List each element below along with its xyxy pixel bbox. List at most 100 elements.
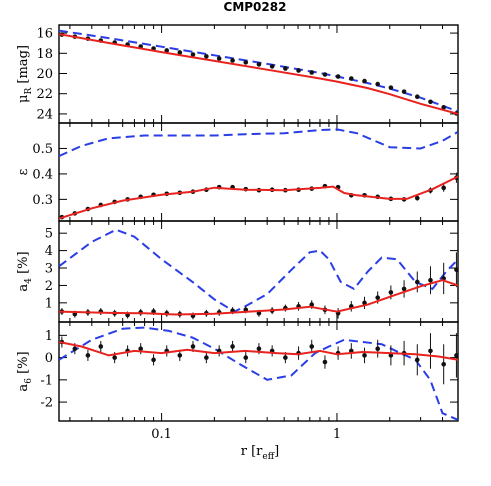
- y-tick-label: -2: [40, 396, 53, 411]
- y-axis-label-sub: 6: [24, 378, 34, 384]
- y-tick-label: 1: [45, 329, 53, 344]
- y-axis-label-sub: R: [24, 88, 34, 95]
- y-tick-label: 22: [36, 87, 53, 102]
- model-line: [59, 279, 458, 316]
- y-tick-label: 1: [45, 296, 53, 311]
- y-axis-label: a6 [%]: [16, 351, 34, 391]
- data-point: [335, 74, 341, 79]
- y-axis-label-rest: [%]: [16, 251, 31, 278]
- data-point: [375, 81, 380, 87]
- panel-plot-area: [59, 326, 458, 421]
- data-point: [441, 105, 446, 110]
- data-point: [85, 353, 91, 358]
- model-line: [59, 175, 458, 220]
- y-axis-label-sub: 4: [24, 278, 34, 284]
- data-point: [441, 185, 446, 191]
- data-point: [401, 286, 407, 292]
- x-axis-label-close: ]: [274, 444, 279, 459]
- data-point: [454, 267, 458, 273]
- y-axis-label: a4 [%]: [16, 251, 34, 291]
- data-point: [388, 85, 394, 90]
- data-point: [454, 353, 458, 358]
- y-axis-label-main: a: [16, 284, 31, 292]
- comparison-line: [59, 128, 458, 158]
- y-axis-label-rest: [%]: [16, 351, 31, 378]
- y-tick-label: 0.3: [32, 193, 53, 208]
- x-axis-label-sub: eff: [262, 452, 274, 462]
- y-tick-label: 4: [45, 244, 53, 259]
- data-point: [216, 56, 222, 61]
- y-tick-label: -1: [40, 373, 53, 388]
- data-point: [190, 344, 196, 349]
- data-point: [190, 52, 196, 57]
- data-point: [441, 361, 446, 367]
- y-axis-label-rest: [mag]: [16, 45, 31, 88]
- x-tick-label: 1: [333, 427, 341, 442]
- data-point: [322, 359, 328, 365]
- data-point: [388, 353, 394, 358]
- data-point: [401, 89, 407, 94]
- comparison-line: [59, 228, 458, 313]
- data-point: [296, 68, 301, 73]
- x-tick-label: 0.1: [151, 427, 172, 442]
- data-point: [269, 64, 275, 69]
- panel-plot-area: [59, 228, 458, 320]
- y-tick-label: 0.5: [32, 142, 53, 157]
- data-point: [309, 70, 315, 75]
- panel-eps: 0.3 0.4 0.5 ε: [16, 122, 459, 222]
- data-point: [362, 300, 367, 306]
- data-point: [283, 66, 288, 71]
- y-tick-label: 2: [45, 279, 53, 294]
- y-tick-label: 18: [36, 47, 53, 62]
- data-point: [362, 78, 367, 84]
- data-point: [309, 302, 315, 307]
- model-line: [59, 33, 458, 115]
- chart-title: CMP0282: [224, 0, 287, 14]
- data-point: [151, 357, 156, 363]
- y-axis-label: μR [mag]: [16, 45, 34, 103]
- y-tick-label: 16: [36, 27, 53, 42]
- y-tick-label: 0.4: [32, 167, 53, 182]
- data-point: [138, 346, 143, 351]
- data-point: [177, 353, 183, 358]
- data-point: [428, 277, 433, 283]
- y-tick-label: 24: [36, 107, 53, 122]
- data-point: [428, 348, 433, 354]
- y-tick-label: 0: [45, 351, 53, 366]
- data-point: [348, 76, 354, 81]
- panel-frame: [58, 220, 459, 323]
- data-point: [414, 195, 420, 201]
- data-point: [388, 290, 394, 295]
- y-axis-label-main: ε: [16, 168, 31, 175]
- y-axis-label-main: μ: [16, 95, 31, 103]
- panel-plot-area: [59, 29, 458, 116]
- data-point: [414, 357, 420, 363]
- comparison-line: [59, 29, 458, 113]
- data-point: [375, 295, 380, 300]
- data-point: [414, 279, 420, 285]
- data-point: [362, 353, 367, 358]
- data-point: [375, 346, 380, 351]
- data-point: [428, 99, 433, 105]
- data-point: [243, 60, 249, 65]
- data-point: [204, 355, 209, 360]
- data-point: [243, 355, 249, 360]
- y-axis-label: ε: [16, 168, 31, 175]
- data-point: [309, 344, 315, 349]
- data-point: [72, 346, 78, 351]
- data-point: [164, 48, 170, 53]
- y-tick-label: 5: [45, 227, 53, 242]
- x-axis-label-main: r [r: [241, 444, 263, 459]
- panel-frame: [58, 321, 459, 422]
- comparison-line: [59, 326, 458, 421]
- model-line: [59, 341, 458, 361]
- y-tick-label: 20: [36, 67, 53, 82]
- data-point: [283, 355, 288, 360]
- data-point: [256, 346, 262, 351]
- data-point: [414, 94, 420, 100]
- data-point: [230, 58, 235, 63]
